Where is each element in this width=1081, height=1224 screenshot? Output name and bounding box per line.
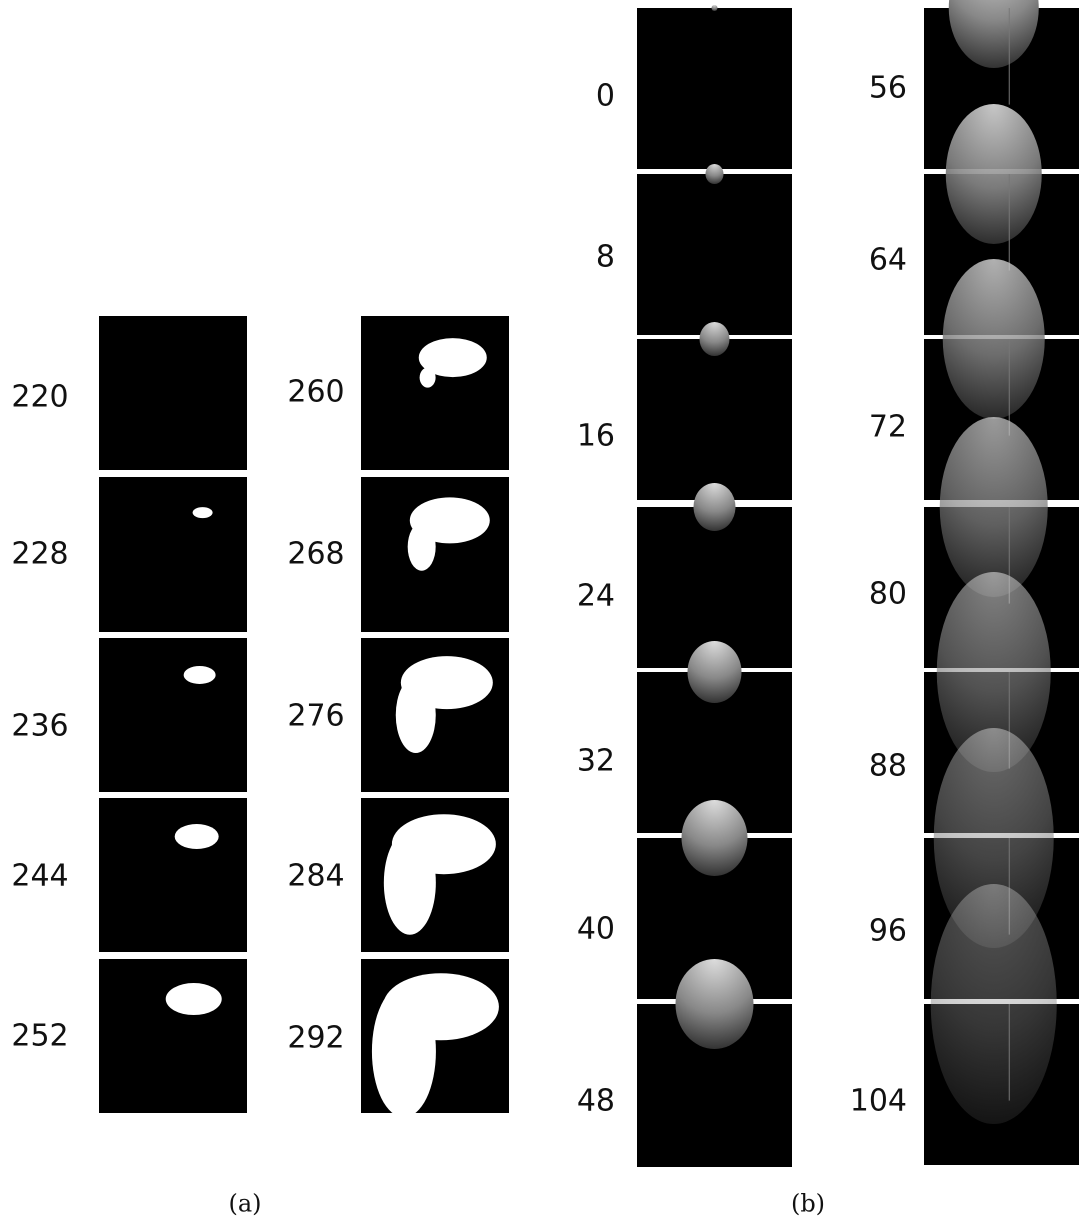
plume (193, 507, 213, 518)
frame-image (99, 316, 247, 470)
frame-label: 24 (577, 579, 615, 614)
frame-label: 292 (287, 1021, 344, 1056)
spray (694, 483, 736, 531)
plume (166, 983, 222, 1015)
frame-image (99, 477, 247, 632)
frame-image (99, 959, 247, 1113)
frame-label: 96 (869, 914, 907, 949)
spray (946, 104, 1042, 244)
frame-image (361, 316, 509, 470)
plume-tail (396, 677, 436, 753)
frame-image (637, 339, 792, 500)
spray (700, 322, 730, 356)
plume (175, 824, 219, 849)
frame-label: 48 (577, 1084, 615, 1119)
frame-label: 104 (850, 1084, 907, 1119)
frame-label: 284 (287, 859, 344, 894)
spray (706, 164, 724, 184)
plume-tail (372, 985, 436, 1117)
frame-label: 260 (287, 375, 344, 410)
plume-tail (420, 368, 436, 388)
frame-label: 228 (11, 537, 68, 572)
plume-tail (384, 831, 436, 935)
frame-label: 236 (11, 709, 68, 744)
spray (931, 884, 1057, 1124)
spray (688, 641, 742, 703)
frame-image (99, 798, 247, 952)
frame-image (637, 174, 792, 335)
panel-caption: (b) (791, 1190, 825, 1218)
frame-label: 0 (596, 79, 615, 114)
frame-image (99, 638, 247, 792)
spray (943, 259, 1045, 419)
frame-label: 56 (869, 71, 907, 106)
frame-label: 64 (869, 243, 907, 278)
frame-label: 80 (869, 577, 907, 612)
frame-image (637, 8, 792, 169)
plume (184, 666, 216, 684)
spray (676, 959, 754, 1049)
frame-label: 252 (11, 1019, 68, 1054)
frame-label: 8 (596, 240, 615, 275)
frame-label: 16 (577, 419, 615, 454)
frame-label: 32 (577, 744, 615, 779)
frame-label: 40 (577, 912, 615, 947)
spray (940, 417, 1048, 597)
frame-label: 88 (869, 749, 907, 784)
figure: (a) 220 228 236 244 252 260 268 276 284 292 (b) 0 8 16… (0, 0, 1081, 1224)
frame-label: 268 (287, 537, 344, 572)
frame-label: 276 (287, 699, 344, 734)
spray (712, 5, 718, 11)
frame-label: 244 (11, 859, 68, 894)
panel-caption: (a) (228, 1190, 261, 1218)
frame-label: 72 (869, 410, 907, 445)
plume-tail (408, 523, 436, 571)
spray (682, 800, 748, 876)
frame-label: 220 (11, 380, 68, 415)
